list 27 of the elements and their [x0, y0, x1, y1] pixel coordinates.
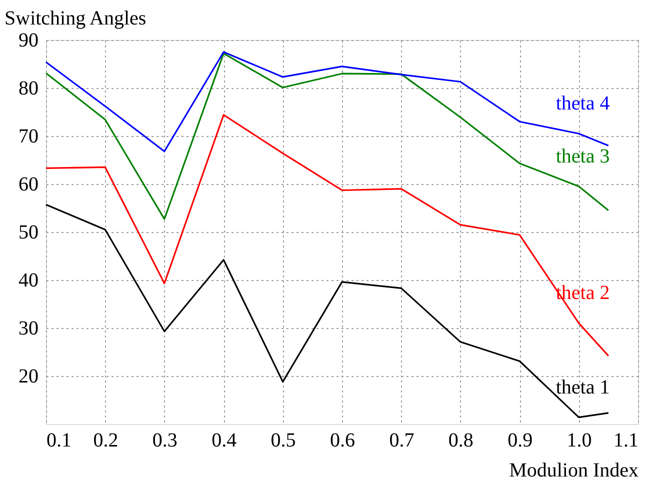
series-label: theta 4: [556, 92, 610, 115]
y-tick-label: 50: [18, 222, 38, 244]
x-tick-label: 0.5: [270, 430, 296, 452]
line-series: [45, 204, 610, 418]
x-tick-label: 1.0: [566, 430, 592, 452]
y-axis-title: Switching Angles: [4, 8, 146, 30]
y-tick-label: 60: [18, 174, 38, 196]
x-tick-label: 0.8: [448, 430, 474, 452]
x-tick-label: 0.1: [46, 430, 72, 452]
y-tick-label: 20: [18, 366, 38, 388]
y-tick-label: 70: [18, 126, 38, 148]
x-tick-label: 1.1: [614, 430, 638, 452]
series-label: theta 3: [556, 145, 610, 168]
x-tick-label: 0.3: [152, 430, 178, 452]
x-tick-label: 0.9: [508, 430, 533, 452]
y-tick-label: 80: [18, 78, 38, 100]
line-series: [45, 52, 610, 220]
x-tick-label: 0.6: [330, 430, 355, 452]
y-tick-label: 40: [18, 270, 38, 292]
x-tick-label: 0.4: [212, 430, 237, 452]
y-tick-label: 90: [18, 30, 38, 52]
x-tick-label: 0.2: [93, 430, 118, 452]
y-tick-label: 30: [18, 318, 38, 340]
x-tick-label: 0.7: [389, 430, 414, 452]
x-axis-title: Modulion Index: [509, 460, 638, 482]
line-series: [45, 114, 610, 357]
series-label: theta 1: [556, 376, 610, 398]
